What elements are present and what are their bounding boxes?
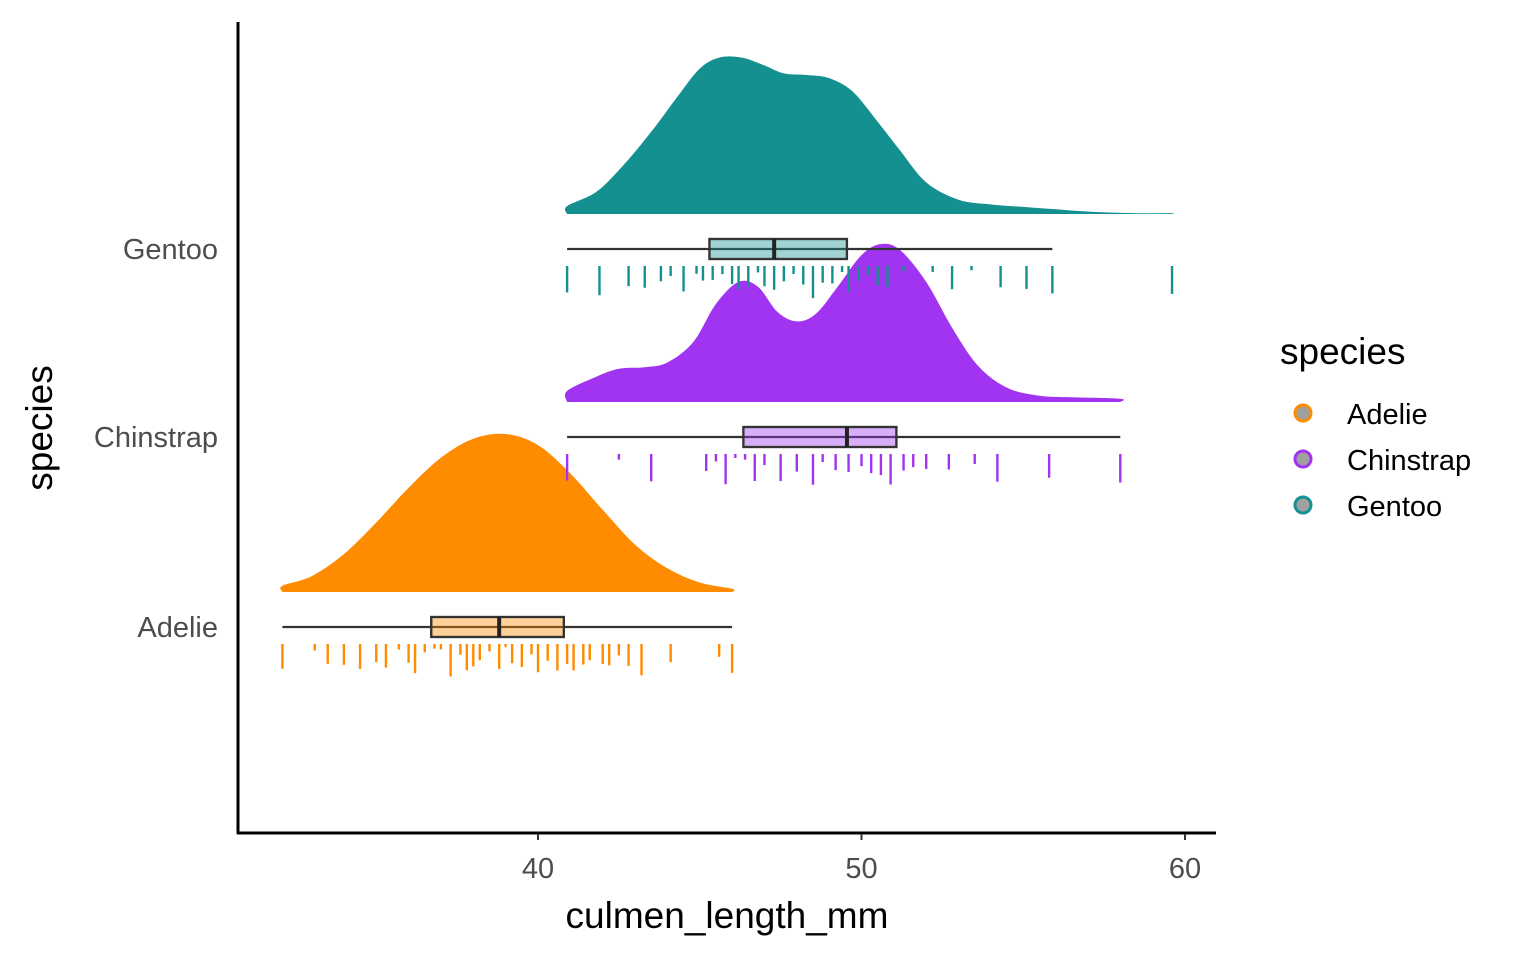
gentoo-density-cloud [564,56,1175,214]
gentoo-box-iqr [708,237,849,261]
x-tick-label: 40 [522,853,554,885]
legend-key-adelie [1293,403,1313,423]
legend-label-adelie: Adelie [1347,399,1428,431]
axes-layer: culmen_length_mm species Adelie Chinstrap… [19,22,1216,936]
gentoo-box-outline [708,237,849,261]
series-adelie [280,433,735,677]
y-axis-title: species [19,365,60,490]
chinstrap-density-cloud [564,243,1124,402]
x-axis-title: culmen_length_mm [566,895,889,936]
chinstrap-box-outline [742,425,898,449]
x-tick-label: 60 [1169,853,1201,885]
chinstrap-box-iqr [742,425,898,449]
y-tick-label-adelie: Adelie [137,612,218,644]
legend: species Adelie Chinstrap Gentoo [1280,331,1471,523]
legend-label-gentoo: Gentoo [1347,491,1442,523]
series-gentoo [564,56,1175,299]
x-tick-label: 50 [845,853,877,885]
y-tick-label-gentoo: Gentoo [123,234,218,266]
y-tick-label-chinstrap: Chinstrap [94,422,218,454]
series-chinstrap [564,243,1124,485]
marks-layer [280,56,1175,677]
legend-label-chinstrap: Chinstrap [1347,445,1471,477]
adelie-density-cloud [280,433,735,592]
legend-key-chinstrap [1293,449,1313,469]
legend-title: species [1280,331,1405,372]
legend-key-gentoo [1293,495,1313,515]
